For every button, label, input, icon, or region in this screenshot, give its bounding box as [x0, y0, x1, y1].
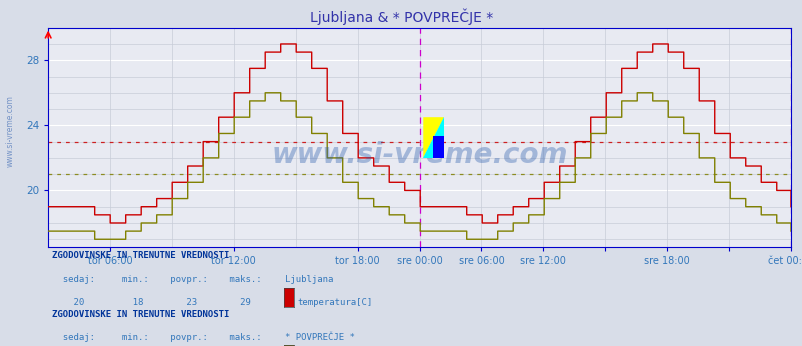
Text: sedaj:     min.:    povpr.:    maks.:: sedaj: min.: povpr.: maks.: [52, 275, 261, 284]
Text: www.si-vreme.com: www.si-vreme.com [6, 95, 15, 167]
Text: 20         18        23        29: 20 18 23 29 [52, 298, 251, 307]
Polygon shape [423, 117, 444, 158]
Text: sedaj:     min.:    povpr.:    maks.:: sedaj: min.: povpr.: maks.: [52, 333, 261, 342]
Polygon shape [423, 117, 444, 158]
Text: * POVPREČJE *: * POVPREČJE * [285, 333, 354, 342]
Text: ZGODOVINSKE IN TRENUTNE VREDNOSTI: ZGODOVINSKE IN TRENUTNE VREDNOSTI [52, 310, 229, 319]
Text: Ljubljana: Ljubljana [285, 275, 333, 284]
Text: temperatura[C]: temperatura[C] [297, 298, 372, 307]
Text: www.si-vreme.com: www.si-vreme.com [271, 141, 567, 169]
Text: ZGODOVINSKE IN TRENUTNE VREDNOSTI: ZGODOVINSKE IN TRENUTNE VREDNOSTI [52, 251, 229, 260]
Bar [432, 136, 444, 158]
Text: Ljubljana & * POVPREČJE *: Ljubljana & * POVPREČJE * [310, 9, 492, 25]
